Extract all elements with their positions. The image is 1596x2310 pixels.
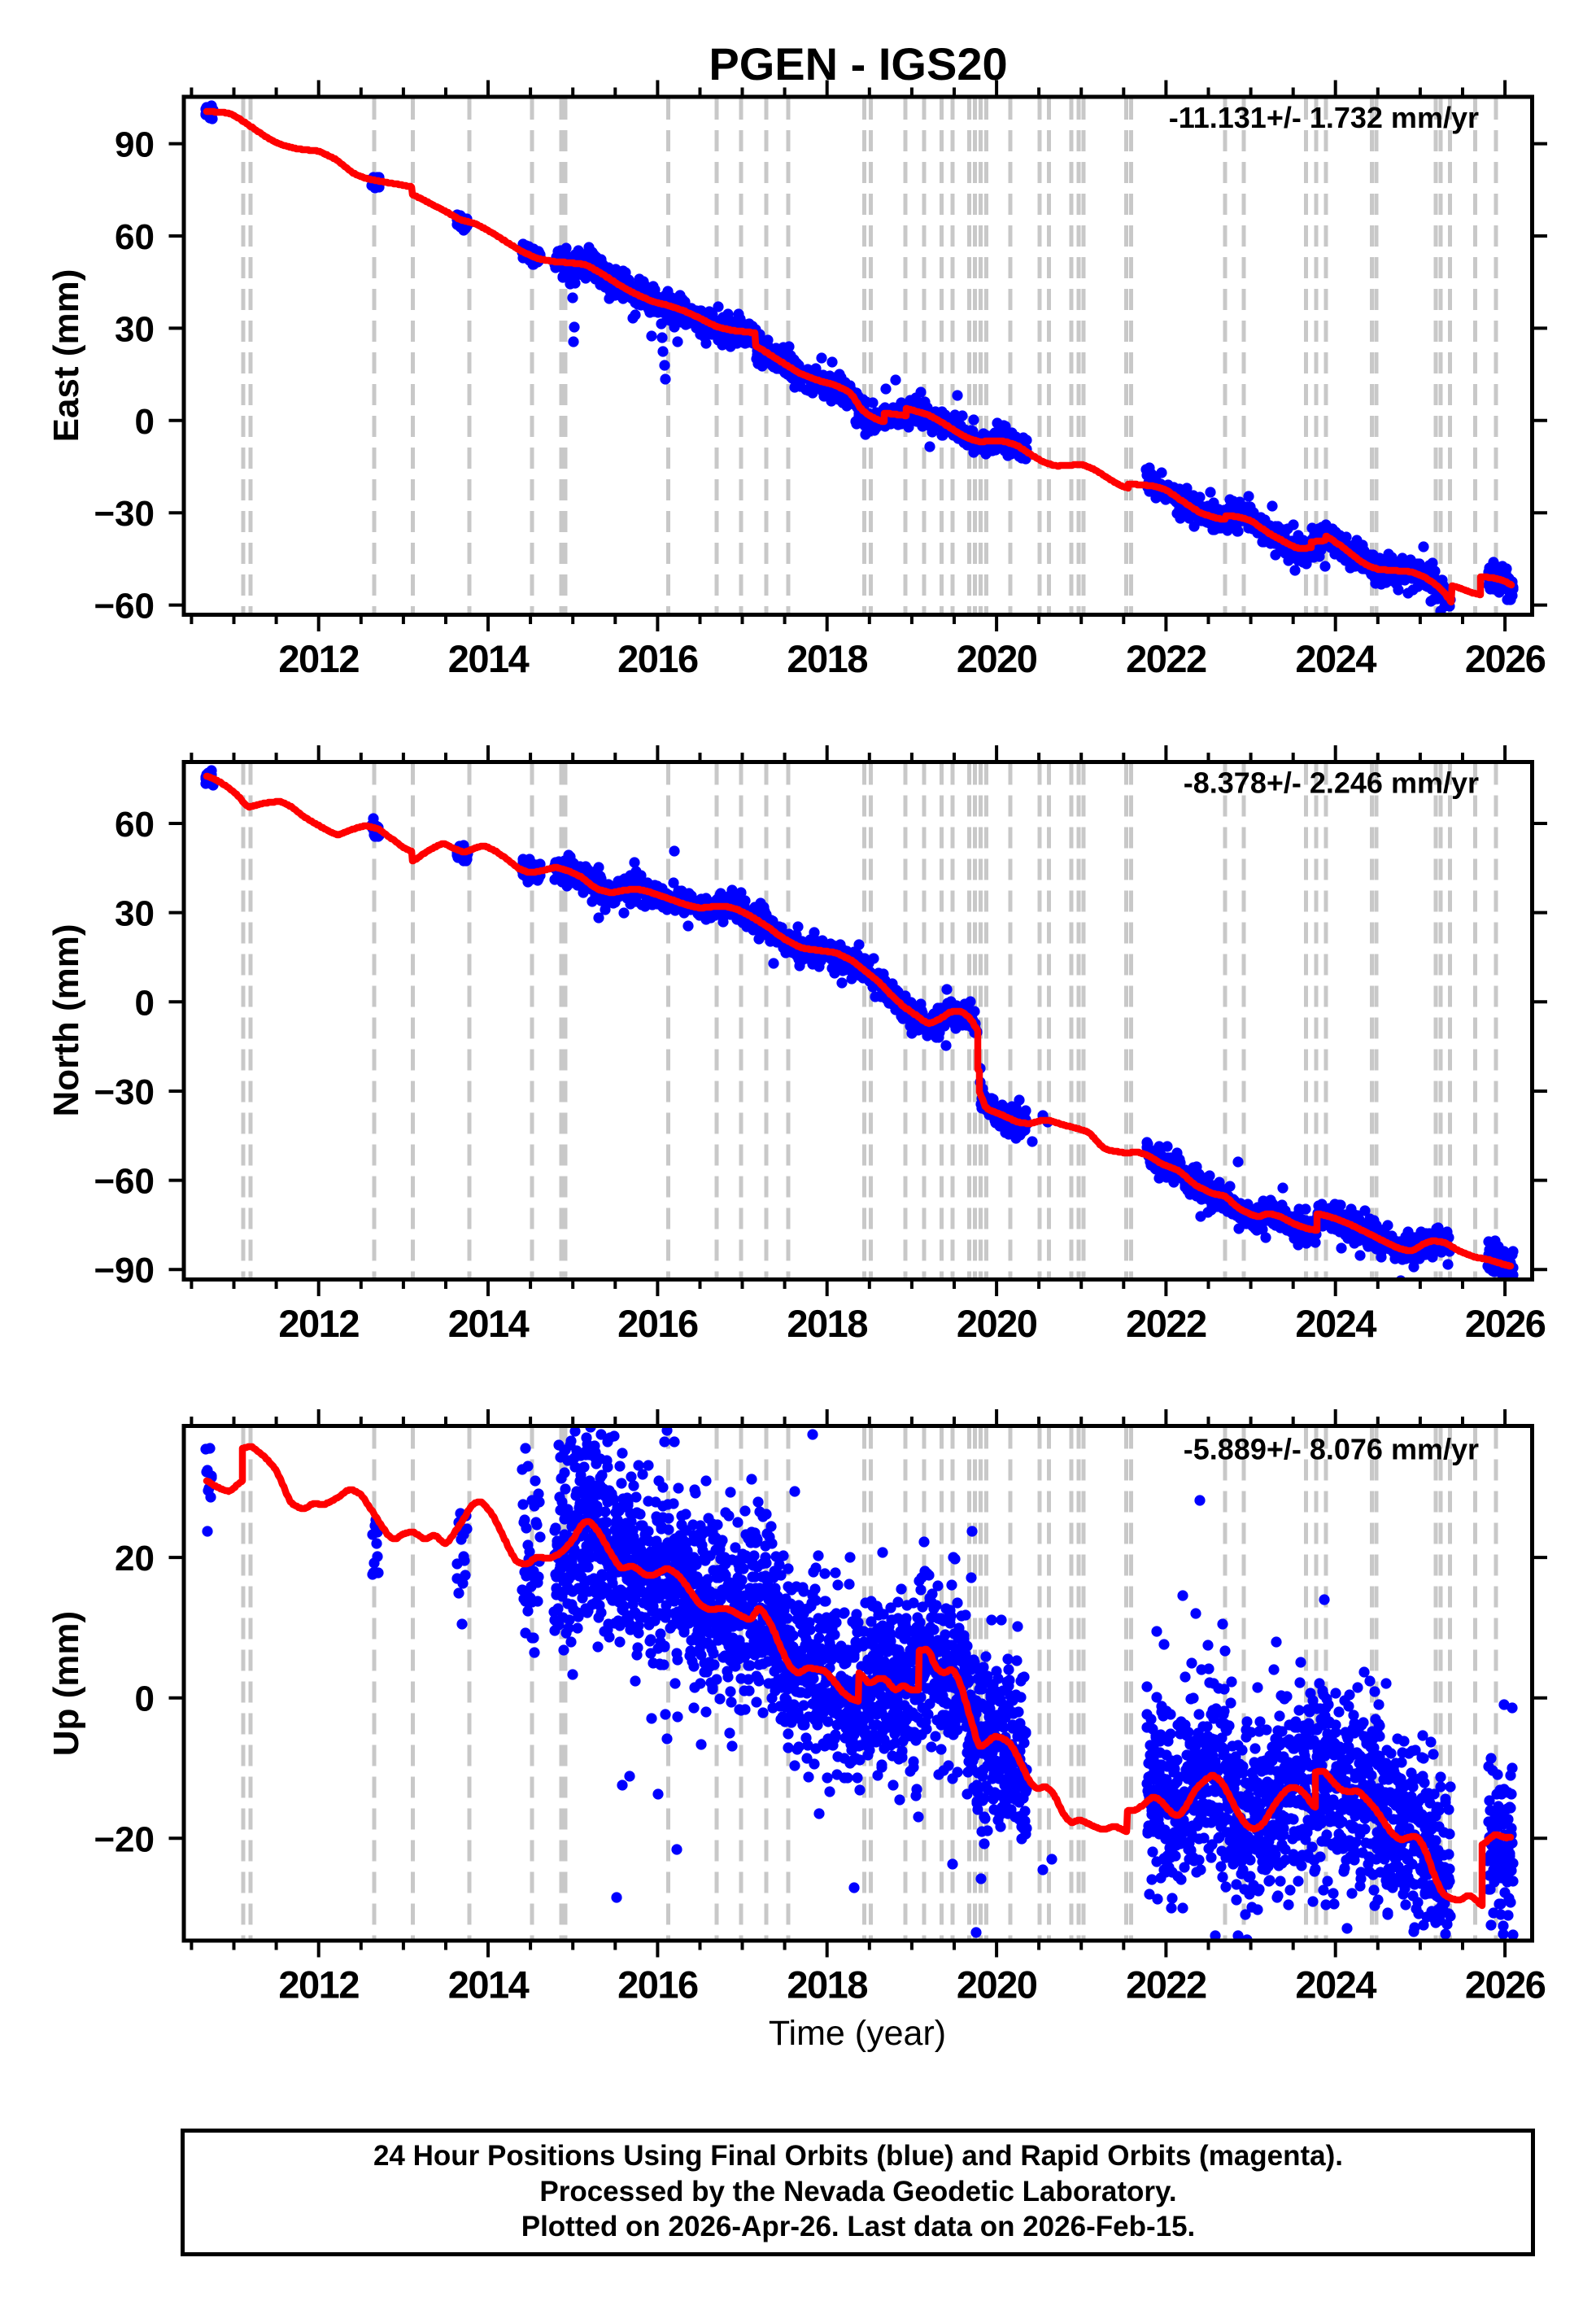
svg-text:North (mm): North (mm) [46,924,86,1116]
svg-text:East (mm): East (mm) [46,269,86,443]
svg-text:2012: 2012 [278,1963,359,2007]
svg-text:2016: 2016 [617,637,698,680]
svg-text:60: 60 [115,805,155,845]
svg-text:-5.889+/- 8.076 mm/yr: -5.889+/- 8.076 mm/yr [1184,1433,1479,1466]
svg-text:24 Hour Positions Using Final: 24 Hour Positions Using Final Orbits (bl… [373,2140,1343,2172]
svg-text:2026: 2026 [1465,637,1546,680]
svg-text:2012: 2012 [278,1302,359,1345]
svg-text:2012: 2012 [278,637,359,680]
svg-text:-8.378+/- 2.246 mm/yr: -8.378+/- 2.246 mm/yr [1184,766,1479,800]
svg-text:2016: 2016 [617,1963,698,2007]
svg-text:2018: 2018 [787,637,867,680]
svg-text:2024: 2024 [1295,1302,1376,1345]
svg-text:Plotted on 2026-Apr-26. Last d: Plotted on 2026-Apr-26. Last data on 202… [521,2211,1196,2242]
svg-text:2016: 2016 [617,1302,698,1345]
svg-text:−30: −30 [94,1072,155,1112]
svg-text:0: 0 [135,402,155,442]
svg-text:2020: 2020 [957,637,1037,680]
svg-text:2024: 2024 [1295,1963,1376,2007]
svg-text:90: 90 [115,125,155,165]
svg-text:60: 60 [115,217,155,257]
svg-text:2018: 2018 [787,1302,867,1345]
svg-text:-11.131+/- 1.732 mm/yr: -11.131+/- 1.732 mm/yr [1169,101,1479,134]
svg-text:0: 0 [135,1679,155,1719]
svg-text:Processed by the Nevada Geodet: Processed by the Nevada Geodetic Laborat… [539,2176,1176,2207]
svg-text:−20: −20 [94,1819,155,1859]
svg-text:2026: 2026 [1465,1302,1546,1345]
svg-text:−60: −60 [94,1162,155,1202]
svg-text:PGEN - IGS20: PGEN - IGS20 [709,38,1007,90]
svg-text:2020: 2020 [957,1963,1037,2007]
svg-text:−60: −60 [94,587,155,627]
svg-text:2022: 2022 [1126,1302,1206,1345]
svg-text:2014: 2014 [448,1302,530,1345]
svg-text:2022: 2022 [1126,637,1206,680]
svg-text:0: 0 [135,983,155,1023]
svg-text:2020: 2020 [957,1302,1037,1345]
svg-text:2018: 2018 [787,1963,867,2007]
svg-text:30: 30 [115,894,155,934]
svg-text:20: 20 [115,1539,155,1579]
svg-text:2026: 2026 [1465,1963,1546,2007]
svg-text:Time (year): Time (year) [769,2014,946,2053]
svg-text:2022: 2022 [1126,1963,1206,2007]
svg-text:30: 30 [115,309,155,349]
svg-text:2024: 2024 [1295,637,1376,680]
svg-text:2014: 2014 [448,637,530,680]
svg-text:2014: 2014 [448,1963,530,2007]
svg-text:−30: −30 [94,494,155,534]
svg-text:−90: −90 [94,1251,155,1290]
svg-text:Up (mm): Up (mm) [46,1611,86,1756]
